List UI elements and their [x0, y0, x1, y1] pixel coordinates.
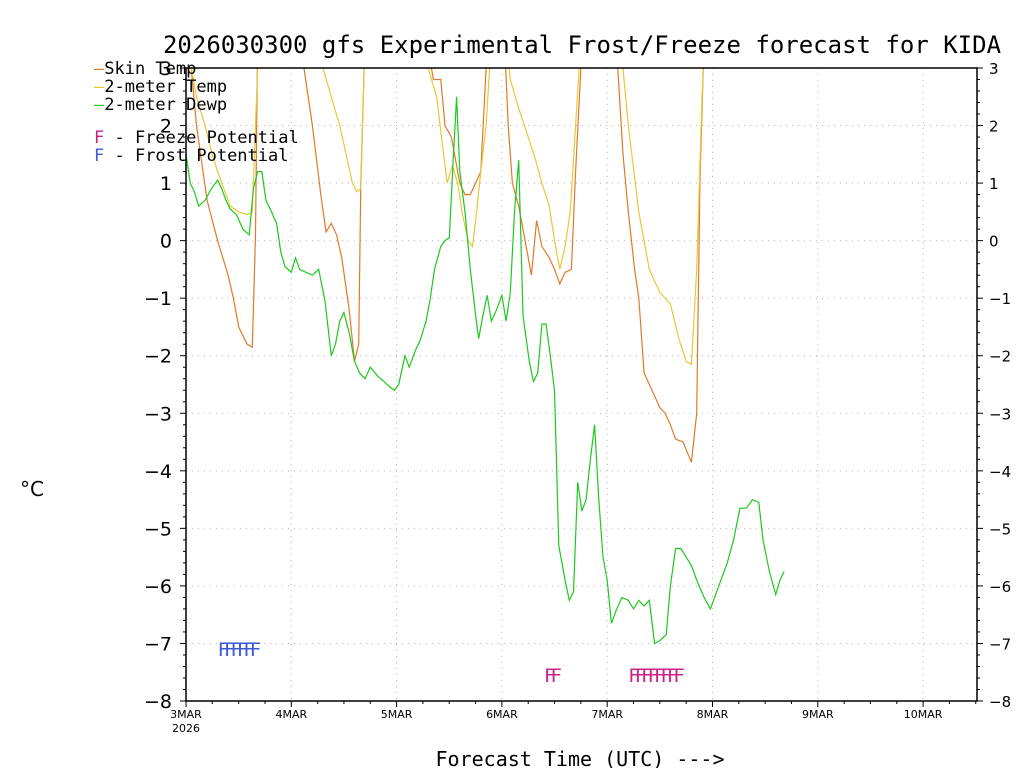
potential-legend-letter: F — [94, 146, 104, 166]
x-tick-label: 8MAR — [697, 708, 729, 721]
y-tick-label-right: −3 — [989, 405, 1011, 423]
y-tick-label: −3 — [144, 403, 172, 425]
y-axis-label: °C — [20, 477, 44, 501]
freeze-potential-marker: FFFFFFFF — [628, 665, 684, 687]
potential-legend-entry: F - Freeze Potential — [94, 128, 299, 148]
y-tick-label-right: −2 — [989, 348, 1011, 366]
potential-legend-entry: F - Frost Potential — [94, 146, 288, 166]
x-tick-label: 10MAR — [904, 708, 943, 721]
series-line-skin-temp — [190, 68, 704, 463]
legend-swatch: — — [94, 59, 105, 79]
x-tick-year: 2026 — [172, 722, 200, 735]
legend-swatch: — — [94, 77, 105, 97]
legend-entry: —2-meter Temp — [94, 77, 227, 97]
plot-frame — [185, 67, 978, 702]
y-tick-label: −4 — [144, 461, 172, 483]
y-axis-left: −8 −7 −6 −5 −4 −3 −2 −1 0 1 2 3 — [144, 58, 186, 713]
x-tick-label: 4MAR — [275, 708, 307, 721]
legend-label: 2-meter Temp — [104, 77, 227, 97]
x-axis-label: Forecast Time (UTC) ---> — [436, 747, 725, 768]
series-line-2-meter-temp — [190, 68, 705, 366]
freeze-potential-marker: FF — [544, 665, 561, 687]
y-tick-label: 2 — [160, 116, 172, 138]
y-tick-label-right: −6 — [989, 578, 1011, 596]
series-lines — [186, 68, 785, 645]
y-tick-label-right: −8 — [989, 693, 1011, 711]
y-tick-label-right: 0 — [989, 233, 999, 251]
x-tick-label: 7MAR — [591, 708, 623, 721]
legend-entry: —2-meter Dewp — [94, 95, 227, 115]
y-tick-label: −7 — [144, 633, 172, 655]
y-tick-label-right: −7 — [989, 635, 1011, 653]
y-tick-label-right: 2 — [989, 118, 999, 136]
legend-swatch: — — [94, 95, 105, 115]
y-tick-label-right: −4 — [989, 463, 1011, 481]
y-tick-label-right: 3 — [989, 60, 999, 78]
x-tick-label: 9MAR — [802, 708, 834, 721]
series-line-2-meter-dewp — [186, 96, 785, 645]
potential-legend-text: - Frost Potential — [104, 146, 288, 166]
x-tick-label: 5MAR — [381, 708, 413, 721]
x-axis: 3MAR 4MAR 5MAR 6MAR 7MAR 8MAR 9MAR 10MAR 2026 — [170, 701, 977, 735]
y-tick-label: 3 — [160, 58, 172, 80]
y-tick-label: −2 — [144, 346, 172, 368]
y-tick-label-right: 1 — [989, 175, 999, 193]
y-tick-label: −8 — [144, 691, 172, 713]
x-tick-label: 6MAR — [486, 708, 518, 721]
legend-entry: —Skin Temp — [94, 59, 196, 79]
y-tick-label-right: −5 — [989, 520, 1011, 538]
potential-markers: FFFFFFFF FFFFFFFF — [218, 639, 690, 687]
legend-label: Skin Temp — [104, 59, 196, 79]
y-tick-label: −5 — [144, 518, 172, 540]
grid — [185, 67, 977, 702]
potential-legend-text: - Freeze Potential — [104, 128, 298, 148]
frost-potential-marker: FFFFFF — [218, 639, 261, 661]
y-tick-label: −1 — [144, 288, 172, 310]
y-tick-label: −6 — [144, 576, 172, 598]
x-tick-label: 3MAR — [170, 708, 202, 721]
legend-label: 2-meter Dewp — [104, 95, 227, 115]
y-tick-label: 1 — [160, 173, 172, 195]
y-tick-label: 0 — [160, 231, 172, 253]
y-axis-right: −8 −7 −6 −5 −4 −3 −2 −1 0 1 2 3 — [977, 60, 1011, 711]
chart-title: 2026030300 gfs Experimental Frost/Freeze… — [163, 31, 1002, 59]
potential-legend-letter: F — [94, 128, 104, 148]
y-tick-label-right: −1 — [989, 290, 1011, 308]
